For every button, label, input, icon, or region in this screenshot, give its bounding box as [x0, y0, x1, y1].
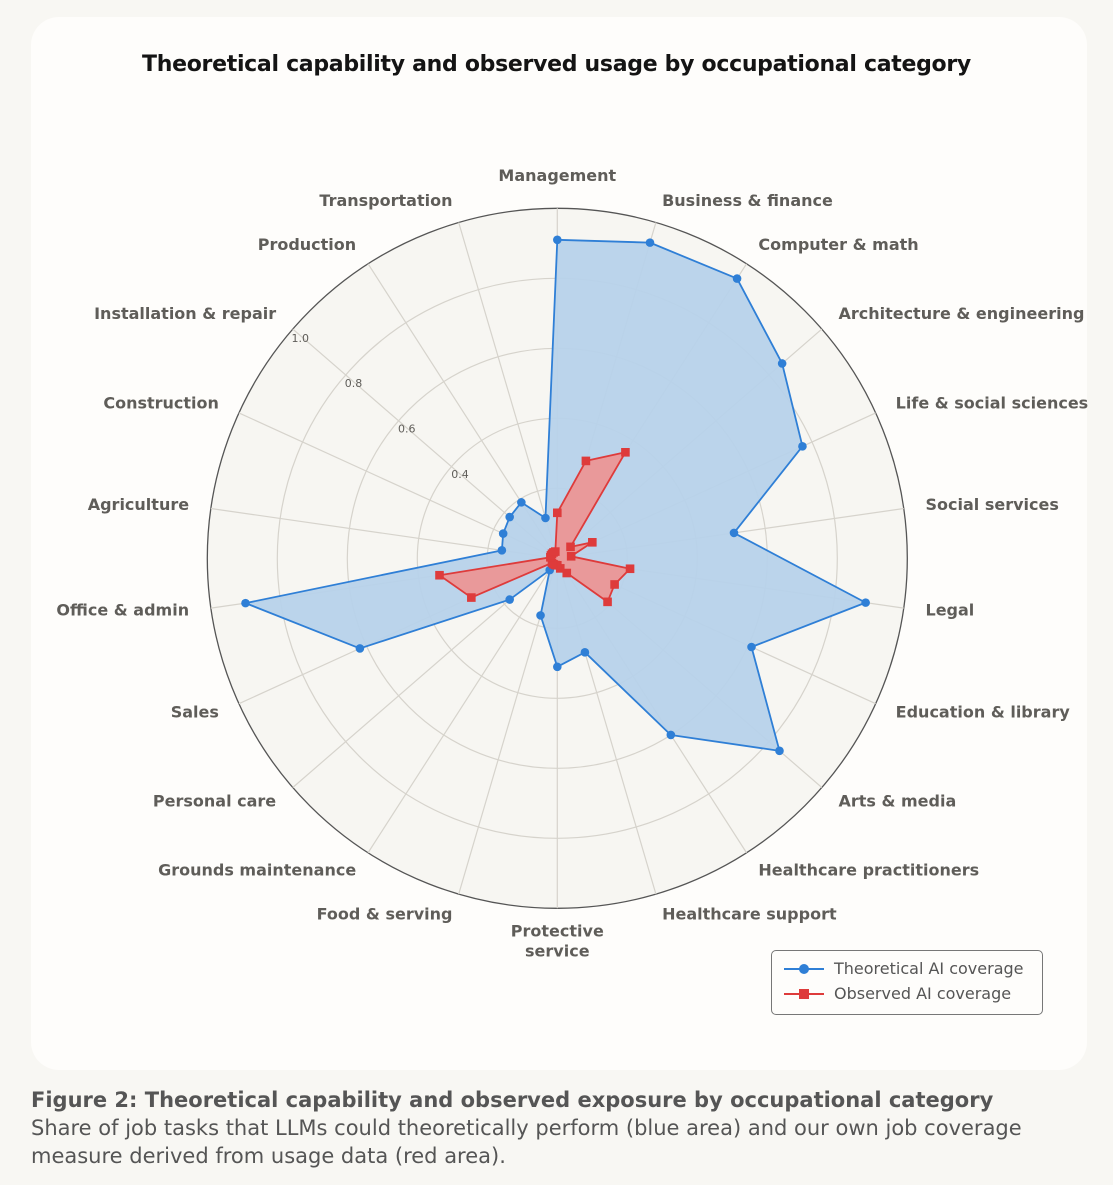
- data-point-production: [517, 498, 526, 507]
- data-point-office-admin: [241, 598, 250, 608]
- data-point-arts-media: [775, 746, 784, 756]
- axis-label: Construction: [103, 393, 219, 412]
- axis-label: Education & library: [896, 702, 1071, 721]
- axis-label: Healthcare support: [662, 905, 837, 924]
- axis-label: Healthcare practitioners: [758, 861, 979, 880]
- grid-spoke: [367, 557, 558, 854]
- legend-marker-circle-icon: [784, 963, 824, 974]
- radial-tick-label: 0.8: [345, 377, 363, 390]
- axis-label: Transportation: [319, 191, 452, 210]
- legend: Theoretical AI coverage Observed AI cove…: [771, 950, 1043, 1015]
- data-point-education-library: [610, 580, 619, 589]
- grid-spoke: [458, 222, 558, 559]
- data-point-transportation: [551, 547, 560, 556]
- radial-tick-label: 0.6: [398, 423, 416, 436]
- data-point-agriculture: [497, 546, 507, 555]
- data-point-installation-repair: [505, 512, 514, 522]
- data-point-education-library: [747, 642, 756, 652]
- axis-label: Protective service: [511, 921, 604, 960]
- axis-label: Installation & repair: [94, 304, 276, 323]
- data-point-social-services: [729, 528, 739, 538]
- data-point-construction: [498, 529, 508, 538]
- data-point-business-finance: [645, 238, 655, 247]
- radial-tick-label: 0.4: [451, 468, 469, 481]
- chart-title: Theoretical capability and observed usag…: [142, 52, 971, 77]
- legend-label: Observed AI coverage: [834, 984, 1012, 1003]
- axis-label: Office & admin: [56, 601, 189, 620]
- axis-label: Management: [498, 166, 616, 185]
- figure-caption: Figure 2: Theoretical capability and obs…: [31, 1086, 1091, 1170]
- legend-item-theoretical: Theoretical AI coverage: [784, 959, 1024, 978]
- caption-text: Share of job tasks that LLMs could theor…: [31, 1116, 1022, 1168]
- axis-label: Production: [258, 235, 356, 254]
- axis-label: Legal: [926, 601, 975, 620]
- data-point-management: [553, 508, 562, 518]
- legend-item-observed: Observed AI coverage: [784, 984, 1011, 1003]
- legend-marker-square-icon: [784, 988, 824, 999]
- data-point-computer-math: [732, 274, 742, 283]
- data-point-healthcare-support: [580, 648, 590, 657]
- data-point-legal: [861, 598, 870, 607]
- axis-label: Life & social sciences: [896, 393, 1089, 412]
- axis-label: Computer & math: [758, 235, 918, 254]
- radial-tick-label: 1.0: [292, 332, 310, 345]
- axis-label: Social services: [926, 495, 1059, 514]
- data-point-life-social-sciences: [798, 442, 807, 451]
- data-point-computer-math: [621, 448, 630, 457]
- data-point-transportation: [541, 513, 550, 523]
- axis-label: Food & serving: [317, 905, 453, 924]
- data-point-architecture-engineering: [777, 359, 787, 368]
- data-point-protective-service: [553, 662, 562, 672]
- data-point-arts-media: [603, 597, 612, 607]
- caption-heading: Figure 2: Theoretical capability and obs…: [31, 1088, 994, 1112]
- data-point-healthcare-practitioners: [562, 568, 572, 578]
- axis-label: Arts & media: [838, 791, 956, 810]
- data-point-architecture-engineering: [566, 542, 575, 552]
- data-point-social-services: [566, 552, 576, 561]
- axis-label: Sales: [171, 702, 219, 721]
- data-point-legal: [625, 564, 635, 574]
- data-point-sales: [467, 593, 476, 602]
- data-point-personal-care: [547, 558, 557, 568]
- axis-label: Business & finance: [662, 191, 833, 210]
- data-point-healthcare-practitioners: [666, 730, 676, 740]
- data-point-food-serving: [536, 611, 545, 620]
- data-point-sales: [355, 644, 365, 653]
- axis-label: Agriculture: [88, 495, 190, 514]
- data-point-management: [553, 235, 562, 245]
- data-point-personal-care: [505, 595, 514, 604]
- axis-label: Personal care: [153, 791, 276, 810]
- data-point-office-admin: [435, 570, 444, 580]
- data-point-business-finance: [581, 456, 591, 466]
- legend-label: Theoretical AI coverage: [834, 959, 1024, 978]
- axis-label: Grounds maintenance: [158, 861, 356, 880]
- data-point-life-social-sciences: [588, 538, 597, 547]
- axis-label: Architecture & engineering: [838, 304, 1084, 323]
